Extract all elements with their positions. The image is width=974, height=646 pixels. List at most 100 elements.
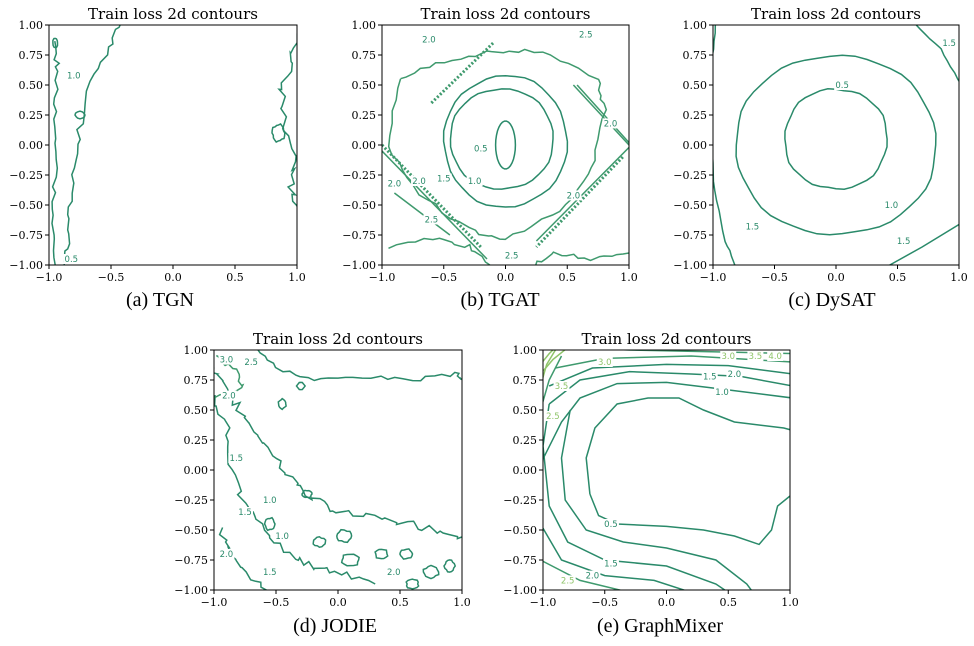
contour-label: 1.0 — [468, 177, 482, 187]
contour-label: 1.5 — [746, 223, 760, 233]
contour-label: 2.0 — [388, 179, 402, 189]
contour-line — [51, 40, 61, 265]
contour-line — [277, 32, 297, 208]
x-tick-label: 0.5 — [720, 596, 738, 609]
contour-label: 3.0 — [598, 358, 612, 368]
x-tick-label: −0.5 — [98, 271, 125, 284]
contour-line — [382, 150, 488, 260]
contour-line — [560, 409, 753, 590]
contour-line — [312, 536, 327, 548]
contour-label-bg — [895, 236, 912, 246]
contour-label: 0.5 — [474, 145, 488, 155]
contour-line — [52, 37, 59, 49]
y-tick-label: 0.25 — [184, 434, 209, 447]
contour-label: 2.0 — [222, 392, 236, 402]
contour-label: 2.0 — [220, 550, 234, 560]
contour-line — [301, 489, 313, 499]
contour-label-bg — [385, 567, 402, 577]
contour-label-bg — [386, 178, 403, 189]
contour-label-bg — [744, 221, 761, 232]
contour-line — [585, 397, 790, 495]
subfigure-caption: (b) TGAT — [460, 289, 539, 311]
contour-line — [218, 527, 275, 590]
contour-label-bg — [274, 531, 291, 541]
contour-label-bg — [243, 357, 260, 367]
contour-label: 2.5 — [561, 576, 575, 586]
contour-label-bg — [553, 381, 570, 391]
contour-label: 2.0 — [387, 568, 401, 578]
contour-label-bg — [220, 390, 237, 401]
x-tick-label: 0.0 — [164, 271, 182, 284]
contour-line — [387, 48, 608, 241]
plot-title: Train loss 2d contours — [88, 5, 258, 23]
contour-line — [548, 370, 790, 405]
contour-label-bg — [63, 254, 80, 264]
contour-label: 2.0 — [586, 572, 600, 582]
contour-label-bg — [411, 176, 428, 186]
contour-line — [713, 25, 736, 265]
contour-line — [888, 223, 959, 265]
contour-label-bg — [559, 575, 576, 586]
contour-label: 3.5 — [749, 352, 763, 362]
contour-line — [589, 493, 790, 546]
contour-label: 2.0 — [567, 191, 581, 201]
y-tick-label: −0.75 — [503, 554, 537, 567]
contour-line — [494, 120, 517, 170]
y-tick-label: 1.00 — [184, 344, 209, 357]
x-tick-label: −1.0 — [369, 271, 396, 284]
contour-label-bg — [466, 176, 483, 186]
y-tick-label: −0.25 — [342, 169, 376, 182]
contour-label: 0.5 — [65, 255, 79, 265]
contour-label: 4.0 — [768, 352, 782, 362]
contour-line — [388, 237, 492, 265]
y-tick-label: −0.50 — [174, 524, 208, 537]
contour-line — [535, 146, 629, 242]
axes-frame — [48, 24, 298, 266]
y-tick-label: 0.00 — [352, 139, 377, 152]
contour-label: 2.0 — [422, 35, 436, 45]
contour-label-bg — [420, 34, 437, 45]
x-tick-label: −1.0 — [700, 271, 727, 284]
contour-label: 1.0 — [263, 496, 277, 506]
contour-line — [405, 578, 420, 590]
y-tick-label: 0.50 — [513, 404, 538, 417]
contour-label: 0.5 — [604, 520, 618, 530]
subfigure-caption: (c) DySAT — [788, 289, 875, 311]
contour-label: 2.0 — [728, 370, 742, 380]
contour-line — [548, 363, 790, 387]
contour-label: 0.5 — [835, 81, 849, 91]
contour-label-bg — [726, 369, 743, 379]
y-tick-label: −0.75 — [673, 229, 707, 242]
y-tick-label: 0.50 — [683, 79, 708, 92]
contour-label-bg — [701, 371, 718, 382]
axes-frame — [213, 349, 463, 591]
contour-label-bg — [602, 118, 619, 129]
contour-label-bg — [602, 519, 619, 529]
contour-label-bg — [261, 567, 278, 577]
panel-5: Train loss 2d contours (e) GraphMixer 0.5 1… — [503, 330, 798, 637]
contour-label: 1.5 — [604, 560, 618, 570]
contour-label: 1.0 — [67, 71, 81, 81]
contour-label: 1.5 — [897, 237, 911, 247]
contour-label-bg — [883, 200, 900, 210]
y-tick-label: −0.25 — [174, 494, 208, 507]
y-tick-label: 0.50 — [19, 79, 44, 92]
contour-line — [214, 395, 376, 585]
contour-label: 1.0 — [885, 201, 899, 211]
y-tick-label: 0.50 — [184, 404, 209, 417]
contour-label-bg — [435, 173, 452, 184]
contour-label-bg — [65, 70, 82, 81]
x-tick-label: 0.5 — [226, 271, 244, 284]
contour-lines — [543, 350, 790, 590]
axes-frame — [381, 24, 630, 266]
y-tick-label: 0.00 — [513, 464, 538, 477]
y-tick-label: 1.00 — [683, 19, 708, 32]
subfigure-caption: (a) TGN — [126, 289, 194, 311]
x-tick-label: −0.5 — [263, 596, 290, 609]
contour-label: 1.5 — [437, 175, 451, 185]
contour-line — [340, 553, 360, 567]
contour-label: 3.0 — [220, 356, 234, 366]
x-tick-label: 1.0 — [950, 271, 968, 284]
contour-label-bg — [834, 80, 851, 90]
x-tick-label: 1.0 — [453, 596, 471, 609]
